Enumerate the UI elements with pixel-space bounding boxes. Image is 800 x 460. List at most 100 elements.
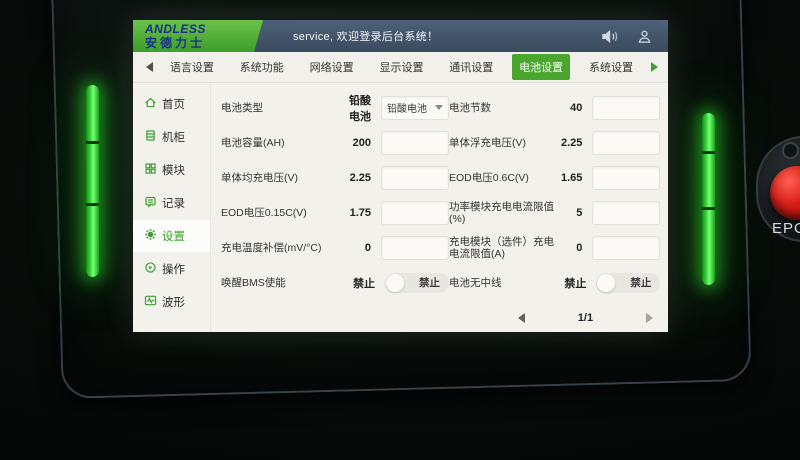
waveform-icon — [144, 294, 157, 310]
tabs-next-arrow-icon[interactable] — [646, 57, 662, 77]
sidebar-item-label: 首页 — [162, 99, 185, 111]
sidebar-nav: 首页 机柜 模块 记录 设置 — [133, 83, 211, 332]
field-battery-no-neutral: 电池无中线 禁止 禁止 — [449, 265, 661, 300]
led-strip-right — [702, 113, 715, 285]
sidebar-item-label: 模块 — [162, 165, 185, 177]
charger-current-limit-input[interactable] — [592, 235, 661, 260]
sidebar-item-waveform[interactable]: 波形 — [133, 286, 210, 318]
gear-icon — [144, 228, 157, 244]
field-battery-type: 电池类型 铅酸电池 铅酸电池 — [221, 90, 449, 125]
field-module-charge-current-limit: 功率模块充电电流限值(%) 5 — [449, 195, 661, 230]
sidebar-item-settings[interactable]: 设置 — [133, 220, 210, 252]
field-eod-voltage-015c: EOD电压0.15C(V) 1.75 — [221, 195, 449, 230]
settings-tabbar: 语言设置 系统功能 网络设置 显示设置 通讯设置 电池设置 系统设置 — [133, 52, 668, 83]
volume-icon[interactable] — [601, 29, 618, 44]
field-label: EOD电压0.15C(V) — [221, 206, 307, 219]
battery-cell-count-input[interactable] — [592, 95, 661, 120]
sidebar-item-records[interactable]: 记录 — [133, 187, 210, 219]
toggle-state-label: 禁止 — [419, 277, 440, 289]
sidebar-item-label: 波形 — [162, 297, 185, 309]
welcome-message: service, 欢迎登录后台系统！ — [293, 31, 439, 43]
tab-display-settings[interactable]: 显示设置 — [379, 62, 424, 74]
tab-system-settings[interactable]: 系统设置 — [588, 62, 633, 74]
sidebar-item-label: 记录 — [162, 198, 185, 210]
page-indicator: 1/1 — [577, 312, 594, 324]
sidebar-item-modules[interactable]: 模块 — [133, 154, 210, 186]
field-value: 2.25 — [561, 136, 583, 149]
module-charge-current-limit-input[interactable] — [592, 200, 661, 225]
battery-capacity-input[interactable] — [381, 130, 449, 155]
field-value: 禁止 — [353, 277, 375, 290]
field-value: 2.25 — [349, 171, 371, 184]
field-value: 1.75 — [349, 206, 371, 219]
select-value: 铅酸电池 — [387, 104, 427, 115]
touchscreen: ANDLESS 安德力士 service, 欢迎登录后台系统！ 语言设置 系统功… — [133, 20, 668, 332]
sidebar-item-cabinet[interactable]: 机柜 — [133, 121, 210, 153]
field-label: 单体浮充电压(V) — [449, 136, 526, 149]
brand-logo: ANDLESS 安德力士 — [133, 20, 263, 52]
field-float-voltage: 单体浮充电压(V) 2.25 — [449, 125, 661, 160]
field-value: 40 — [570, 101, 583, 114]
field-value: 0 — [576, 241, 583, 254]
temp-compensation-input[interactable] — [381, 235, 449, 260]
sidebar-item-label: 设置 — [162, 231, 185, 243]
tab-language-settings[interactable]: 语言设置 — [169, 62, 214, 74]
battery-type-select[interactable]: 铅酸电池 — [381, 95, 449, 120]
brand-name-en: ANDLESS — [145, 21, 206, 36]
sidebar-item-label: 机柜 — [162, 132, 185, 144]
sidebar-item-home[interactable]: 首页 — [133, 88, 210, 120]
page-prev-arrow-icon[interactable] — [514, 311, 528, 325]
home-icon — [144, 96, 157, 112]
tab-battery-settings[interactable]: 电池设置 — [512, 54, 571, 80]
page-next-arrow-icon[interactable] — [642, 311, 656, 325]
field-label: 充电模块（选件）充电电流限值(A) — [449, 235, 554, 260]
led-segment-gap — [702, 207, 715, 210]
tab-network-settings[interactable]: 网络设置 — [309, 62, 354, 74]
field-battery-cell-count: 电池节数 40 — [449, 90, 661, 125]
field-temp-compensation: 充电温度补偿(mV/°C) 0 — [221, 230, 449, 265]
field-value: 铅酸电池 — [349, 94, 371, 123]
field-label: 电池类型 — [221, 101, 263, 114]
tab-system-functions[interactable]: 系统功能 — [239, 62, 284, 74]
field-battery-capacity: 电池容量(AH) 200 — [221, 125, 449, 160]
float-voltage-input[interactable] — [592, 130, 661, 155]
field-label: 电池节数 — [449, 101, 491, 114]
field-value: 200 — [352, 136, 371, 149]
toggle-knob — [386, 273, 404, 292]
sidebar-item-operation[interactable]: 操作 — [133, 253, 210, 285]
field-wake-bms-enable: 唤醒BMS使能 禁止 禁止 — [221, 265, 449, 300]
modules-icon — [144, 162, 157, 178]
eod-voltage-015c-input[interactable] — [381, 200, 449, 225]
brand-name-cn: 安德力士 — [145, 35, 206, 50]
user-icon[interactable] — [637, 29, 652, 44]
field-value: 1.65 — [561, 171, 583, 184]
tab-comm-settings[interactable]: 通讯设置 — [449, 62, 494, 74]
field-value: 5 — [576, 206, 583, 219]
epo-label: EPO — [772, 220, 800, 237]
field-label: 唤醒BMS使能 — [221, 276, 286, 289]
wake-bms-toggle[interactable]: 禁止 — [385, 272, 449, 293]
equalize-voltage-input[interactable] — [381, 165, 449, 190]
battery-settings-panel: 电池类型 铅酸电池 铅酸电池 电池节数 40 电池容量(AH) — [211, 83, 668, 332]
field-equalize-voltage: 单体均充电压(V) 2.25 — [221, 160, 449, 195]
field-label: 充电温度补偿(mV/°C) — [221, 241, 322, 254]
field-label: 电池无中线 — [449, 276, 502, 289]
led-strip-left — [86, 85, 99, 277]
eod-voltage-06c-input[interactable] — [592, 165, 661, 190]
tabs-prev-arrow-icon[interactable] — [141, 57, 157, 77]
toggle-state-label: 禁止 — [630, 277, 652, 289]
led-segment-gap — [86, 141, 99, 144]
pagination: 1/1 — [514, 311, 656, 325]
battery-no-neutral-toggle[interactable]: 禁止 — [596, 272, 661, 293]
operation-icon — [144, 261, 157, 277]
cabinet-icon — [144, 129, 157, 145]
field-label: 电池容量(AH) — [221, 136, 285, 149]
field-eod-voltage-06c: EOD电压0.6C(V) 1.65 — [449, 160, 661, 195]
field-value: 禁止 — [564, 277, 587, 290]
toggle-knob — [597, 273, 616, 292]
field-label: EOD电压0.6C(V) — [449, 171, 529, 184]
field-value: 0 — [364, 241, 371, 254]
led-segment-gap — [86, 203, 99, 206]
sidebar-item-label: 操作 — [162, 264, 185, 276]
